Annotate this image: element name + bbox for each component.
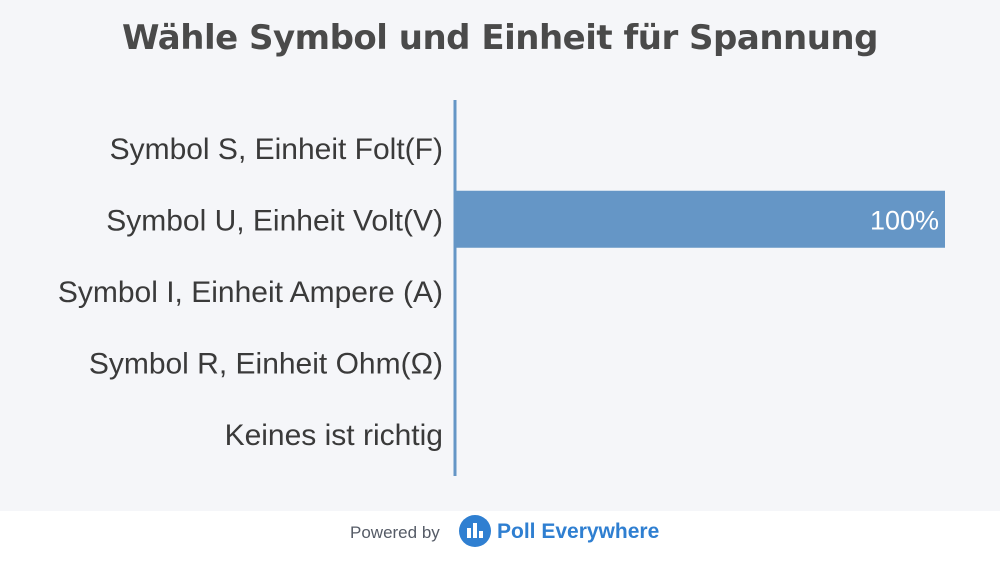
category-label: Symbol R, Einheit Ohm(Ω) <box>89 347 443 380</box>
chart-title: Wähle Symbol und Einheit für Spannung <box>122 18 878 58</box>
bar-chart: Symbol S, Einheit Folt(F) Symbol U, Einhe… <box>58 100 945 476</box>
poll-everywhere-brand[interactable]: Poll Everywhere <box>497 520 660 543</box>
bar <box>455 190 945 248</box>
category-label: Symbol I, Einheit Ampere (A) <box>58 276 443 309</box>
powered-by-text: Powered by <box>350 523 440 542</box>
category-label: Keines ist richtig <box>225 419 443 452</box>
poll-everywhere-logo-icon <box>459 515 491 547</box>
bar-value-label: 100% <box>870 205 939 235</box>
category-label: Symbol S, Einheit Folt(F) <box>110 133 443 166</box>
category-label: Symbol U, Einheit Volt(V) <box>106 204 443 237</box>
footer: Powered by Poll Everywhere <box>0 511 1000 562</box>
